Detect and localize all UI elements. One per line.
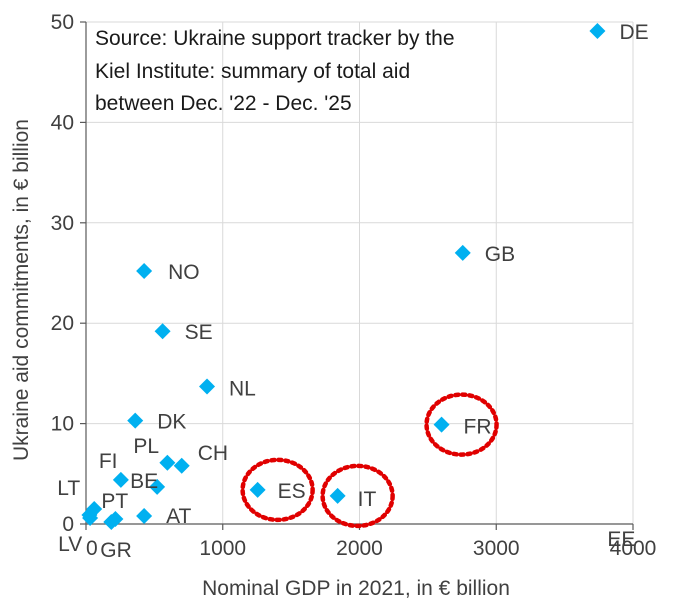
point-fi [112,471,129,488]
point-label-gr: GR [100,539,132,562]
point-label-pl: PL [133,435,159,458]
point-label-dk: DK [157,411,186,434]
point-ch [173,457,190,474]
point-label-fr: FR [464,416,492,439]
point-label-no: NO [168,261,200,284]
point-be [149,478,166,495]
highlight-circle-es [240,457,315,523]
point-pl [159,454,176,471]
point-label-de: DE [619,21,648,44]
source-annotation: Source: Ukraine support tracker by the K… [95,27,455,115]
y-tick-label: 50 [51,11,74,34]
source-line-1: Source: Ukraine support tracker by the [95,27,455,50]
point-label-pt: PT [101,490,128,513]
x-tick-label: 4000 [610,537,657,560]
point-label-nl: NL [229,377,256,400]
gridlines [86,21,634,524]
point-de [589,23,606,40]
point-es [249,481,266,498]
point-label-lv: LV [58,533,82,556]
point-label-ch: CH [198,442,228,465]
point-label-it: IT [358,488,377,511]
point-label-at: AT [166,505,191,528]
highlight-circle-fr [424,392,499,457]
point-label-se: SE [185,321,213,344]
x-axis-title: Nominal GDP in 2021, in € billion [202,577,510,600]
x-tick-label: 0 [86,537,98,560]
point-ee [81,506,98,523]
tick-labels: 0 10 20 30 40 50 0 1000 2000 3000 4000 [51,11,657,560]
point-label-ee: EE [607,528,635,551]
highlight-circles [240,392,499,529]
x-tick-label: 3000 [473,537,520,560]
y-tick-label: 30 [51,212,74,235]
source-line-3: between Dec. '22 - Dec. '25 [95,92,352,115]
point-label-lt: LT [57,477,80,500]
point-se [154,323,171,340]
x-tick-label: 1000 [199,537,246,560]
y-tick-label: 40 [51,111,74,134]
y-axis-title: Ukraine aid commitments, in € billion [10,119,33,461]
point-it [329,487,346,504]
x-tick-label: 2000 [336,537,383,560]
y-tick-label: 10 [51,413,74,436]
source-line-2: Kiel Institute: summary of total aid [95,60,410,83]
point-label-gb: GB [485,243,515,266]
y-tick-label: 0 [62,513,74,536]
point-fr [433,416,450,433]
point-gr [103,513,120,530]
point-nl [199,378,216,395]
point-label-es: ES [278,480,306,503]
point-no [136,262,153,279]
point-label-fi: FI [99,450,118,473]
y-tick-label: 20 [51,312,74,335]
point-gb [454,244,471,261]
highlight-circle-it [320,463,395,529]
data-points [81,23,606,530]
point-label-be: BE [130,470,158,493]
point-at [136,507,153,524]
point-dk [127,412,144,429]
